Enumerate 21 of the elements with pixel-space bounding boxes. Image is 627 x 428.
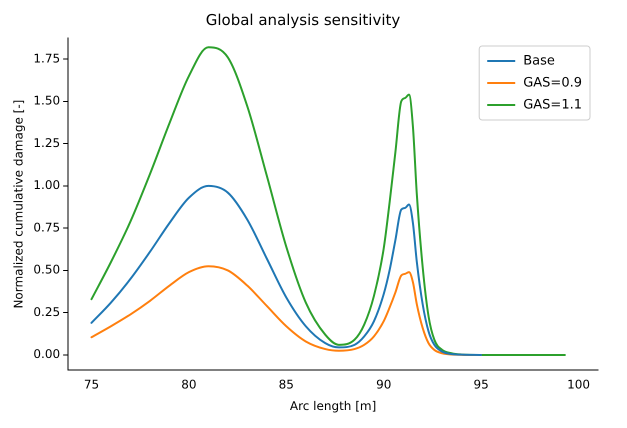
- y-tick-label: 1.00: [33, 178, 60, 192]
- x-axis-title: Arc length [m]: [290, 398, 376, 413]
- legend-label: GAS=0.9: [523, 75, 582, 90]
- y-tick-label: 1.75: [33, 51, 60, 66]
- x-tick-label: 80: [181, 378, 197, 392]
- y-tick-label: 0.75: [33, 220, 60, 234]
- x-tick-label: 90: [376, 378, 392, 392]
- x-tick-label: 75: [84, 378, 100, 392]
- y-tick-label: 0.50: [33, 262, 60, 277]
- y-axis-title: Normalized cumulative damage [-]: [11, 100, 26, 309]
- legend-label: GAS=1.1: [523, 97, 582, 112]
- y-tick-label: 0.00: [33, 347, 60, 362]
- x-tick-label: 100: [567, 378, 590, 392]
- legend-label: Base: [523, 53, 555, 68]
- y-tick-label: 1.25: [33, 136, 60, 150]
- chart-title: Global analysis sensitivity: [206, 10, 400, 29]
- x-tick-label: 95: [473, 378, 489, 392]
- x-tick-label: 85: [278, 378, 294, 392]
- y-tick-label: 0.25: [33, 304, 60, 319]
- y-tick-label: 1.50: [33, 94, 60, 108]
- line-series: [90, 184, 482, 356]
